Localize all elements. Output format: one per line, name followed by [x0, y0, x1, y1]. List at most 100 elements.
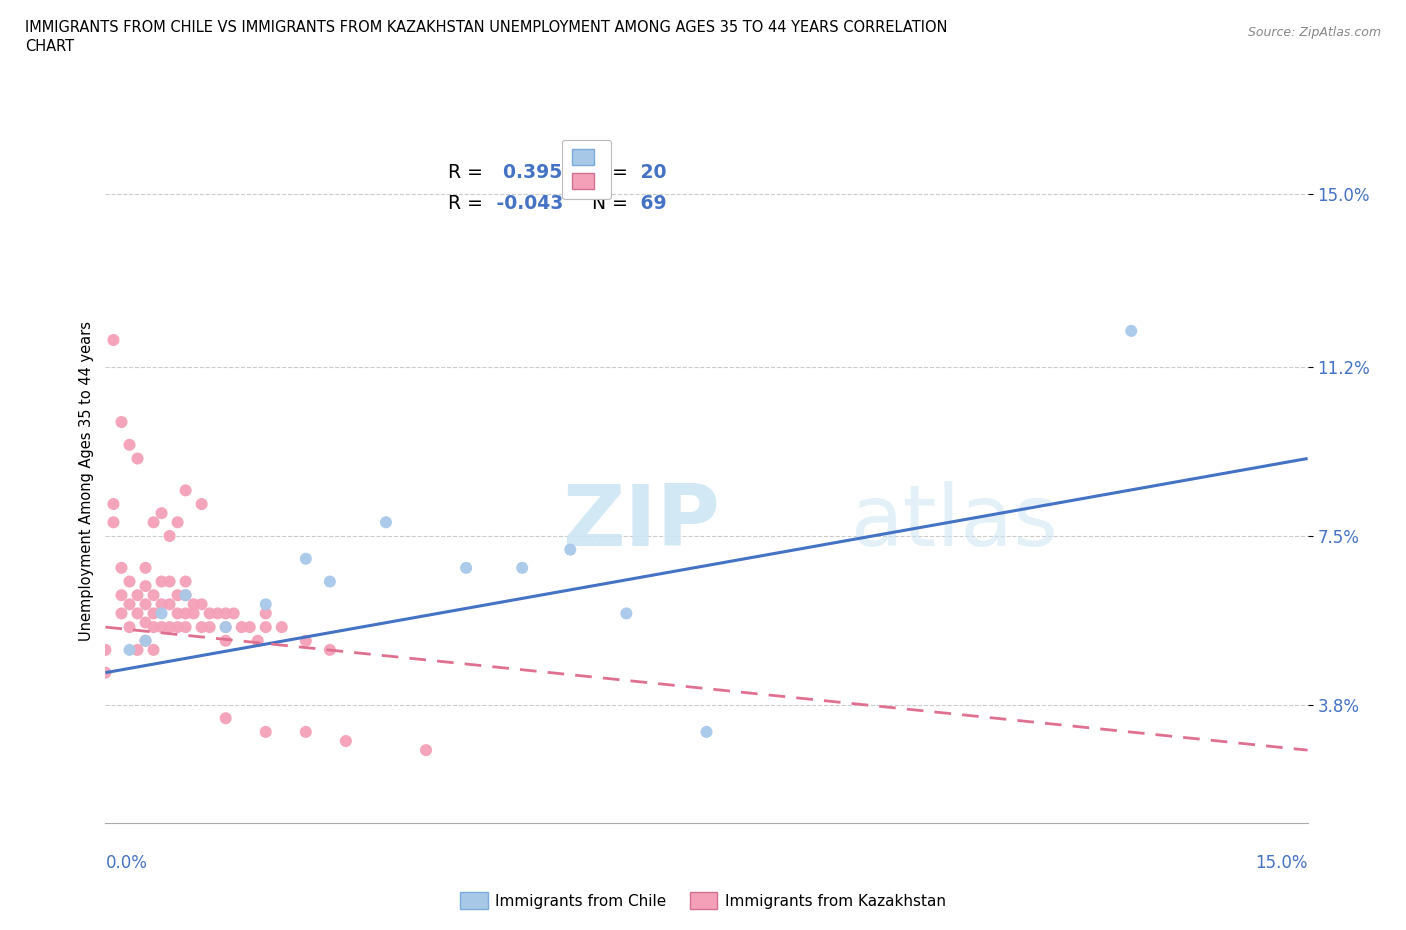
Text: 15.0%: 15.0%: [1256, 854, 1308, 872]
Point: [127, 451, 149, 466]
Point: [174, 619, 197, 634]
Point: [214, 633, 236, 648]
Point: [150, 597, 173, 612]
Point: [231, 619, 253, 634]
Point: [510, 561, 533, 576]
Point: [110, 561, 132, 576]
Point: [174, 606, 197, 621]
Point: [150, 574, 173, 589]
Point: [696, 724, 718, 739]
Point: [103, 333, 125, 348]
Point: [239, 619, 262, 634]
Point: [159, 619, 181, 634]
Point: [135, 578, 157, 593]
Point: [135, 615, 157, 630]
Text: Source: ZipAtlas.com: Source: ZipAtlas.com: [1247, 26, 1381, 39]
Point: [183, 606, 205, 621]
Point: [246, 633, 269, 648]
Point: [207, 606, 229, 621]
Point: [166, 515, 188, 530]
Text: 69: 69: [634, 194, 666, 213]
Point: [198, 606, 221, 621]
Point: [560, 542, 582, 557]
Text: 0.0%: 0.0%: [105, 854, 148, 872]
Point: [166, 588, 188, 603]
Point: [110, 606, 132, 621]
Point: [135, 633, 157, 648]
Point: [142, 606, 165, 621]
Point: [110, 588, 132, 603]
Point: [190, 597, 212, 612]
Point: [374, 515, 396, 530]
Point: [222, 606, 245, 621]
Point: [456, 561, 478, 576]
Point: [166, 619, 188, 634]
Text: CHART: CHART: [25, 39, 75, 54]
Point: [118, 437, 141, 452]
Point: [616, 606, 638, 621]
Point: [150, 606, 173, 621]
Y-axis label: Unemployment Among Ages 35 to 44 years: Unemployment Among Ages 35 to 44 years: [79, 321, 94, 642]
Point: [94, 665, 117, 680]
Point: [295, 551, 318, 566]
Legend: Immigrants from Chile, Immigrants from Kazakhstan: Immigrants from Chile, Immigrants from K…: [454, 886, 952, 915]
Point: [1121, 324, 1143, 339]
Point: [254, 619, 277, 634]
Text: N =: N =: [581, 194, 628, 213]
Point: [190, 619, 212, 634]
Text: 20: 20: [634, 163, 666, 181]
Point: [118, 574, 141, 589]
Text: 0.395: 0.395: [491, 163, 562, 181]
Point: [166, 606, 188, 621]
Point: [214, 606, 236, 621]
Point: [319, 574, 342, 589]
Point: [127, 606, 149, 621]
Point: [142, 619, 165, 634]
Point: [110, 415, 132, 430]
Point: [295, 633, 318, 648]
Point: [118, 619, 141, 634]
Point: [174, 588, 197, 603]
Text: -0.043: -0.043: [491, 194, 564, 213]
Text: R =: R =: [449, 194, 482, 213]
Point: [214, 711, 236, 725]
Point: [159, 528, 181, 543]
Text: atlas: atlas: [851, 481, 1059, 564]
Point: [150, 506, 173, 521]
Point: [142, 515, 165, 530]
Text: N =: N =: [581, 163, 628, 181]
Point: [103, 497, 125, 512]
Point: [135, 561, 157, 576]
Point: [150, 619, 173, 634]
Point: [142, 588, 165, 603]
Point: [142, 643, 165, 658]
Point: [319, 643, 342, 658]
Text: R =: R =: [449, 163, 482, 181]
Point: [415, 743, 437, 758]
Point: [254, 606, 277, 621]
Point: [127, 643, 149, 658]
Point: [183, 597, 205, 612]
Text: IMMIGRANTS FROM CHILE VS IMMIGRANTS FROM KAZAKHSTAN UNEMPLOYMENT AMONG AGES 35 T: IMMIGRANTS FROM CHILE VS IMMIGRANTS FROM…: [25, 20, 948, 35]
Text: ZIP: ZIP: [562, 481, 720, 564]
Point: [118, 597, 141, 612]
Point: [214, 619, 236, 634]
Point: [335, 734, 357, 749]
Legend: , : ,: [562, 140, 610, 199]
Point: [174, 574, 197, 589]
Point: [174, 588, 197, 603]
Point: [295, 724, 318, 739]
Point: [254, 597, 277, 612]
Point: [94, 643, 117, 658]
Point: [135, 597, 157, 612]
Point: [214, 619, 236, 634]
Point: [270, 619, 292, 634]
Point: [190, 497, 212, 512]
Point: [127, 588, 149, 603]
Point: [198, 619, 221, 634]
Point: [174, 483, 197, 498]
Point: [159, 597, 181, 612]
Point: [254, 724, 277, 739]
Point: [135, 633, 157, 648]
Point: [103, 515, 125, 530]
